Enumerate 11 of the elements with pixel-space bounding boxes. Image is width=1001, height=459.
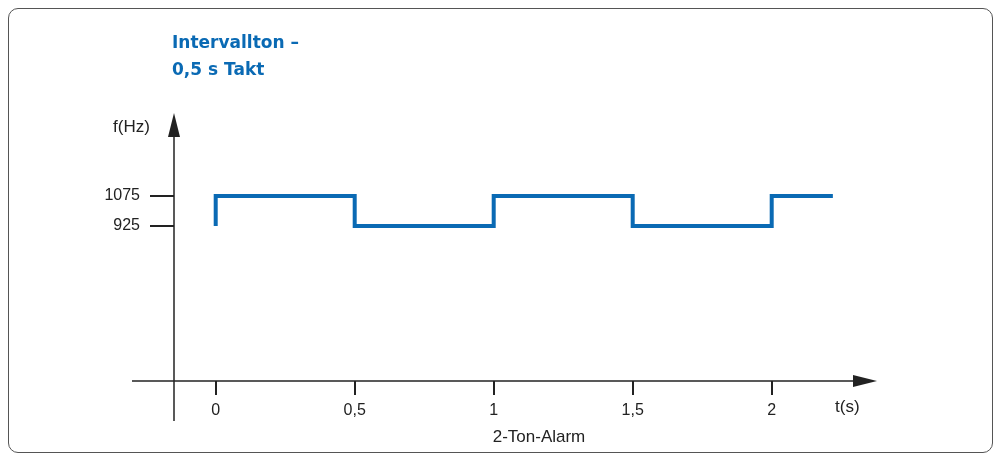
x-axis-title: t(s) — [835, 397, 860, 417]
chart-title: Intervallton – 0,5 s Takt — [172, 31, 300, 81]
x-tick-label: 2 — [767, 401, 777, 419]
x-tick-label: 1 — [489, 401, 499, 419]
text: 2-Ton-Alarm — [491, 427, 587, 447]
x-tick-label: 0 — [211, 401, 221, 419]
y-axis-title: f(Hz) — [113, 117, 150, 137]
y-tick-label: 925 — [113, 216, 141, 234]
x-tick-label: 1,5 — [621, 401, 644, 419]
x-tick-label: 0,5 — [343, 401, 366, 419]
y-tick-label: 1075 — [104, 186, 141, 204]
